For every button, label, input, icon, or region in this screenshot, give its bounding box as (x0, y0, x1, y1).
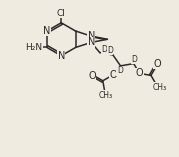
Text: O: O (109, 70, 117, 80)
Text: N: N (43, 26, 51, 36)
Text: O: O (88, 71, 96, 81)
Text: N: N (88, 31, 95, 41)
Text: D: D (101, 45, 107, 54)
Text: Cl: Cl (57, 8, 66, 18)
Text: N: N (58, 51, 65, 61)
Text: CH₃: CH₃ (153, 83, 167, 92)
Text: O: O (153, 59, 161, 69)
Text: D: D (117, 66, 123, 75)
Text: O: O (136, 68, 143, 78)
Text: CH₃: CH₃ (98, 91, 113, 100)
Text: N: N (88, 37, 95, 47)
Text: H₂N: H₂N (26, 43, 43, 52)
Text: D: D (132, 55, 137, 64)
Text: D: D (107, 46, 113, 55)
